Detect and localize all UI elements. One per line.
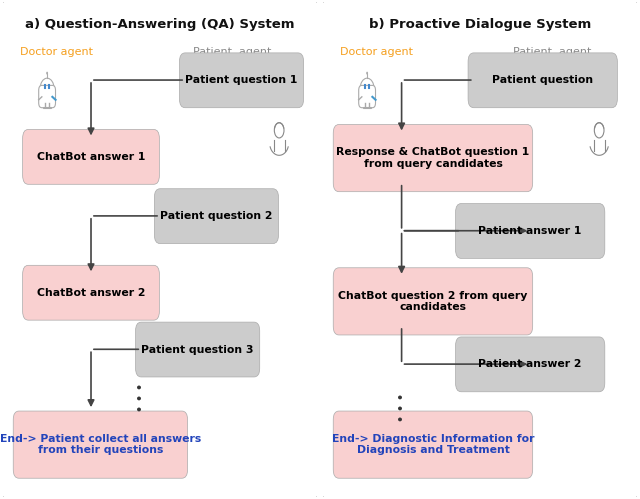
FancyBboxPatch shape <box>22 265 159 320</box>
Text: Patient question 2: Patient question 2 <box>160 211 273 221</box>
Text: • • •: • • • <box>136 383 146 412</box>
FancyBboxPatch shape <box>468 53 618 108</box>
FancyBboxPatch shape <box>333 125 532 192</box>
Text: Patient question: Patient question <box>492 75 593 85</box>
Text: • • •: • • • <box>397 393 406 422</box>
FancyBboxPatch shape <box>136 322 260 377</box>
Text: Response & ChatBot question 1
from query candidates: Response & ChatBot question 1 from query… <box>337 147 529 169</box>
Bar <box>363 107 371 108</box>
FancyBboxPatch shape <box>456 204 605 258</box>
FancyBboxPatch shape <box>333 411 532 478</box>
Text: Patient answer 2: Patient answer 2 <box>479 359 582 369</box>
Text: Doctor agent: Doctor agent <box>340 47 413 57</box>
Text: ChatBot answer 2: ChatBot answer 2 <box>36 288 145 298</box>
Circle shape <box>595 123 604 138</box>
Circle shape <box>366 72 368 75</box>
Text: Patient question 3: Patient question 3 <box>141 344 254 354</box>
FancyBboxPatch shape <box>154 189 278 244</box>
Text: Patient question 1: Patient question 1 <box>186 75 298 85</box>
Text: Patient  agent: Patient agent <box>193 47 271 57</box>
Text: Patient answer 1: Patient answer 1 <box>479 226 582 236</box>
Text: End-> Patient collect all answers
from their questions: End-> Patient collect all answers from t… <box>0 434 201 456</box>
Text: ChatBot question 2 from query
candidates: ChatBot question 2 from query candidates <box>339 290 527 312</box>
FancyBboxPatch shape <box>456 337 605 392</box>
FancyBboxPatch shape <box>333 268 532 335</box>
FancyBboxPatch shape <box>358 85 376 108</box>
Circle shape <box>275 123 284 138</box>
Text: Patient  agent: Patient agent <box>513 47 591 57</box>
Text: a) Question-Answering (QA) System: a) Question-Answering (QA) System <box>25 18 295 31</box>
Text: Doctor agent: Doctor agent <box>20 47 93 57</box>
Circle shape <box>40 78 54 101</box>
Circle shape <box>360 78 374 101</box>
Circle shape <box>46 72 48 75</box>
FancyBboxPatch shape <box>1 0 319 499</box>
FancyBboxPatch shape <box>22 129 159 184</box>
Text: b) Proactive Dialogue System: b) Proactive Dialogue System <box>369 18 591 31</box>
FancyBboxPatch shape <box>321 0 639 499</box>
Text: ChatBot answer 1: ChatBot answer 1 <box>37 152 145 162</box>
Text: End-> Diagnostic Information for
Diagnosis and Treatment: End-> Diagnostic Information for Diagnos… <box>332 434 534 456</box>
FancyBboxPatch shape <box>13 411 188 478</box>
FancyBboxPatch shape <box>38 85 56 108</box>
FancyBboxPatch shape <box>179 53 303 108</box>
Bar <box>43 107 51 108</box>
